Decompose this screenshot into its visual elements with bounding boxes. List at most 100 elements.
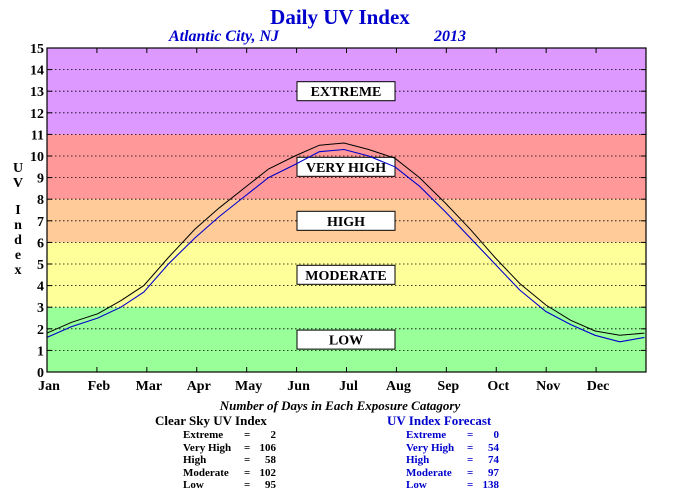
forecast-row-equals: = — [467, 454, 474, 466]
band-label-text: HIGH — [327, 215, 365, 230]
y-tick-label: 10 — [30, 150, 44, 165]
chart-title: Daily UV Index — [270, 5, 410, 29]
clear-sky-row-equals: = — [244, 466, 251, 479]
y-tick-label: 6 — [37, 236, 44, 251]
y-tick-label: 2 — [37, 323, 44, 338]
clear-sky-row-name: Low — [183, 479, 204, 491]
forecast-row-value: 138 — [482, 479, 500, 491]
y-tick-label: 5 — [37, 258, 44, 273]
forecast-row-equals: = — [467, 466, 474, 479]
clear-sky-row-equals: = — [244, 479, 251, 491]
forecast-row: Low = 138 — [406, 479, 499, 492]
y-tick-label: 0 — [37, 366, 44, 381]
clear-sky-title: Clear Sky UV Index — [155, 413, 267, 428]
clear-sky-row-value: 58 — [265, 454, 276, 466]
chart-year: 2013 — [433, 28, 466, 45]
y-axis-label-letter: n — [14, 218, 22, 233]
clear-sky-row: High = 58 — [183, 454, 276, 467]
band-label-box — [296, 81, 396, 102]
band-label-box — [296, 329, 396, 350]
band-label-low: LOW — [296, 329, 396, 350]
forecast-row-value: 97 — [488, 466, 499, 479]
y-tick-label: 7 — [37, 215, 44, 230]
y-tick-label: 12 — [30, 107, 44, 122]
y-tick-label: 8 — [37, 193, 44, 208]
y-axis-label-letter: d — [14, 233, 22, 248]
band-label-box — [296, 210, 396, 231]
clear-sky-row-equals: = — [244, 454, 251, 466]
y-axis-label-letter: V — [13, 176, 23, 191]
clear-sky-row: Extreme = 2 — [183, 429, 276, 442]
forecast-row: High = 74 — [406, 454, 499, 467]
band-label-moderate: MODERATE — [296, 264, 396, 285]
clear-sky-row-name: Moderate — [183, 466, 229, 479]
forecast-summary: UV Index Forecast Extreme = 0 Very High = 54 H… — [387, 413, 499, 492]
forecast-row-name: Very High — [406, 441, 455, 454]
clear-sky-row-name: High — [183, 454, 207, 466]
forecast-row-equals: = — [467, 479, 474, 491]
band-label-box — [296, 264, 396, 285]
x-tick-label: Dec — [587, 379, 610, 394]
forecast-row: Moderate = 97 — [406, 467, 499, 480]
forecast-title: UV Index Forecast — [387, 413, 492, 428]
band-label-extreme: EXTREME — [296, 81, 396, 102]
forecast-row-equals: = — [467, 429, 474, 441]
chart-location: Atlantic City, NJ — [168, 28, 280, 45]
forecast-row-name: Moderate — [406, 466, 452, 479]
forecast-row-name: High — [406, 454, 430, 466]
y-tick-label: 15 — [30, 42, 44, 57]
clear-sky-row-equals: = — [244, 429, 251, 441]
y-tick-label: 11 — [31, 128, 44, 143]
forecast-row-value: 74 — [488, 454, 499, 466]
y-tick-label: 13 — [30, 85, 44, 100]
clear-sky-row: Moderate = 102 — [183, 467, 276, 480]
forecast-row-value: 54 — [488, 441, 499, 454]
x-tick-label: Jun — [287, 379, 310, 394]
x-tick-label: Nov — [536, 379, 560, 394]
uv-chart: Daily UV Index Atlantic City, NJ 2013 LO… — [13, 5, 647, 394]
series-line-uv-index-forecast — [46, 148, 645, 343]
clear-sky-row: Very High = 106 — [183, 442, 276, 455]
series-lines — [46, 142, 645, 343]
x-tick-label: Mar — [136, 379, 162, 394]
clear-sky-row-value: 106 — [259, 441, 277, 454]
band-label-text: EXTREME — [311, 85, 382, 100]
y-tick-label: 9 — [37, 172, 44, 187]
forecast-row: Very High = 54 — [406, 442, 499, 455]
y-axis-label-letter: U — [13, 161, 23, 176]
y-tick-label: 4 — [37, 280, 44, 295]
clear-sky-row-value: 2 — [270, 429, 277, 441]
band-labels: LOW MODERATE HIGH VERY HIGH EXTREME — [296, 81, 396, 350]
band-label-text: LOW — [329, 334, 363, 349]
band-label-text: MODERATE — [305, 269, 386, 284]
x-tick-label: Apr — [187, 379, 211, 394]
forecast-row-equals: = — [467, 441, 474, 454]
x-axis: Jan Feb Mar Apr May Jun Jul Aug Sep Oct Nov Dec — [38, 48, 609, 394]
clear-sky-row-value: 95 — [265, 479, 276, 491]
clear-sky-row: Low = 95 — [183, 479, 276, 492]
band-label-high: HIGH — [296, 210, 396, 231]
y-axis-label-letter: x — [15, 263, 22, 278]
x-tick-label: May — [235, 379, 262, 394]
y-axis-label-letter: I — [15, 203, 20, 218]
x-tick-label: Jan — [38, 379, 60, 394]
forecast-row-value: 0 — [493, 429, 500, 441]
forecast-row-name: Extreme — [406, 429, 447, 441]
x-tick-label: Jul — [339, 379, 358, 394]
clear-sky-summary: Clear Sky UV Index Extreme = 2 Very High = 10… — [155, 413, 276, 492]
forecast-row-name: Low — [406, 479, 427, 491]
forecast-row: Extreme = 0 — [406, 429, 499, 442]
y-tick-label: 14 — [30, 64, 44, 79]
x-tick-label: Feb — [88, 379, 111, 394]
y-axis-label-letter: e — [15, 248, 21, 263]
x-tick-label: Sep — [437, 379, 459, 394]
y-tick-label: 3 — [37, 301, 44, 316]
series-line-clear-sky-uv-index — [46, 142, 645, 336]
band-label-text: VERY HIGH — [306, 161, 386, 176]
clear-sky-row-name: Very High — [183, 441, 232, 454]
x-tick-label: Aug — [386, 379, 411, 394]
band-label-very-high: VERY HIGH — [296, 156, 396, 177]
x-tick-label: Oct — [487, 379, 509, 394]
